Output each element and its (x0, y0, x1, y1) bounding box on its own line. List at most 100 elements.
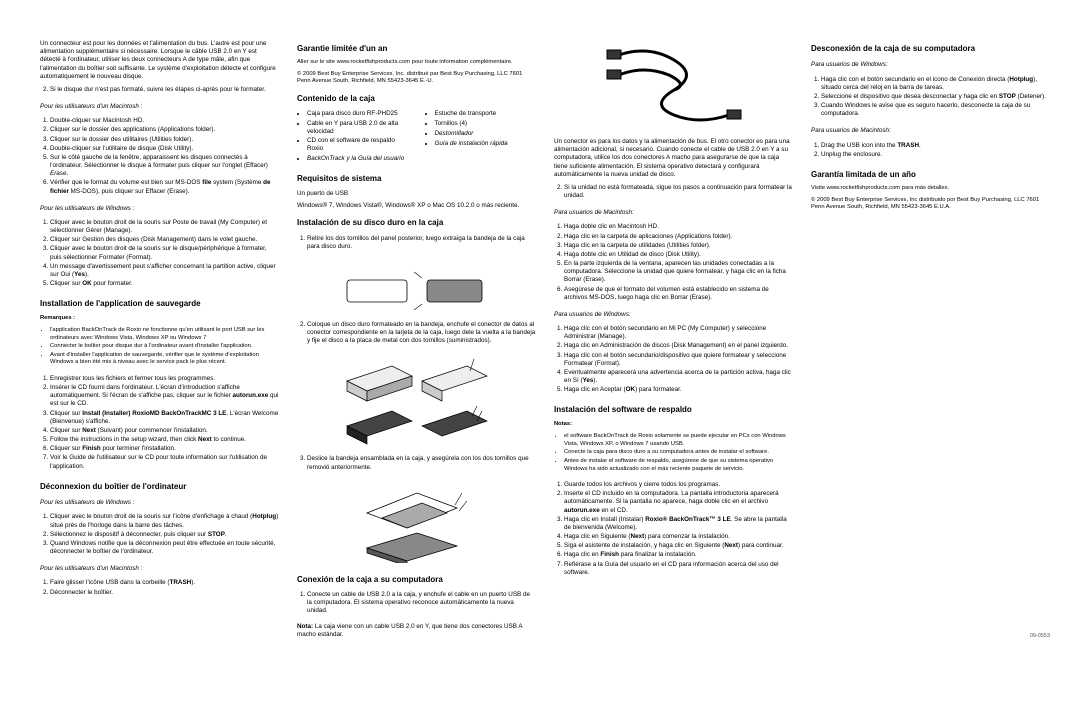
box-contents: Caja para disco duro RF-PHD25 Cable en Y… (297, 109, 536, 166)
step: Coloque un disco duro formateado en la b… (307, 321, 536, 346)
step: Haga clic con el botón secundario/dispos… (564, 352, 793, 368)
step: Haga clic con el botón secundario en Mi … (564, 325, 793, 341)
h-software: Instalación del software de respaldo (554, 405, 793, 415)
step: Haga clic en Finish para finalizar la in… (564, 551, 793, 559)
remarques-header: Remarques : (40, 315, 279, 323)
step: Guarde todos los archivos y cierre todos… (564, 481, 793, 489)
diagram-y-cable (554, 40, 793, 130)
step: Haga clic en Install (Instalar) Roxio® B… (564, 516, 793, 532)
diagram-drive-insert (297, 356, 536, 446)
step: Insérer le CD fourni dans l'ordinateur. … (50, 384, 279, 409)
format-list: Si le disque dur n'est pas formaté, suiv… (40, 86, 279, 95)
intro-para: Un conector es para los datos y la alime… (554, 138, 793, 179)
item: Caja para disco duro RF-PHD25 (307, 110, 409, 118)
step: Haga clic en Administración de discos (D… (564, 342, 793, 350)
step: Eventualmente aparecerá una advertencia … (564, 369, 793, 385)
step: Deslice la bandeja ensamblada en la caja… (307, 455, 536, 471)
mac-heading: Pour les utilisateurs d'un Macintosh : (40, 103, 279, 111)
win-steps: Cliquer avec le bouton droit de la souri… (40, 219, 279, 289)
remarques-list: l'application BackOnTrack de Roxio ne fo… (40, 327, 279, 368)
item: BackOnTrack y la Guía del usuario (307, 155, 409, 163)
step: Retire los dos tornillos del panel poste… (307, 235, 536, 251)
item: Guía de instalación rápida (435, 140, 537, 148)
step: Cliquer avec le bouton droit de la souri… (50, 513, 279, 529)
column-1: Un connecteur est pour les données et l'… (40, 40, 279, 640)
step: Refiérase a la Guía del usuario en el CD… (564, 561, 793, 577)
step: Haga clic en Siguiente (Next) para comen… (564, 533, 793, 541)
mac-heading: Para usuarios de Macintosh: (811, 127, 1050, 135)
notas-list: el software BackOnTrack de Roxio solamen… (554, 433, 793, 474)
contents-left: Caja para disco duro RF-PHD25 Cable en Y… (297, 110, 409, 164)
step: Cliquer sur Install (Installer) RoxioMD … (50, 410, 279, 426)
req-text: Windows® 7, Windows Vista®, Windows® XP … (297, 202, 536, 210)
step: En la parte izquierda de la ventana, apa… (564, 260, 793, 285)
h-requisitos: Requisitos de sistema (297, 174, 536, 184)
win-heading: Pour les utilisateurs de Windows : (40, 205, 279, 213)
step: Cliquer sur Next (Suivant) pour commence… (50, 427, 279, 435)
step: Cliquer avec le bouton droit de la souri… (50, 219, 279, 235)
connection-steps: Conecte un cable de USB 2.0 a la caja, y… (297, 591, 536, 617)
nota: Nota: La caja viene con un cable USB 2.0… (297, 623, 536, 639)
step: Vérifier que le format du volume est bie… (50, 179, 279, 195)
copyright: © 2009 Best Buy Enterprise Services, Inc… (297, 71, 536, 86)
step: Haga clic en Aceptar (OK) para formatear… (564, 386, 793, 394)
step: Enregistrer tous les fichiers et fermer … (50, 375, 279, 383)
h-conexion: Conexión de la caja a su computadora (297, 575, 536, 585)
step: Quand Windows notifie que la déconnexion… (50, 540, 279, 556)
step: Haga clic con el botón secundario en el … (821, 76, 1050, 92)
step: Unplug the enclosure. (821, 151, 1050, 159)
remark: Avant d'installer l'application de sauve… (50, 352, 279, 367)
win-steps: Haga clic con el botón secundario en Mi … (554, 325, 793, 395)
step: Cliquer avec le bouton droit de la souri… (50, 245, 279, 261)
software-steps: Guarde todos los archivos y cierre todos… (554, 481, 793, 578)
h-garantia: Garantía limitada de un año (811, 170, 1050, 180)
step: Voir le Guide de l'utilisateur sur le CD… (50, 454, 279, 470)
mac-steps: Haga doble clic en Macintosh HD. Haga cl… (554, 223, 793, 303)
step: Haga doble clic en Utilidad de disco (Di… (564, 251, 793, 259)
garantie-text: Aller sur le site www.rocketfishproducts… (297, 59, 536, 67)
item: Estuche de transporte (435, 110, 537, 118)
step: Sélectionnez le dispositif à déconnecter… (50, 531, 279, 539)
dec-mac-steps: Faire glisser l'icône USB dans la corbei… (40, 579, 279, 597)
step: Faire glisser l'icône USB dans la corbei… (50, 579, 279, 587)
step: Cliquer sur Finish pour terminer l'insta… (50, 445, 279, 453)
diagram-assembly (297, 483, 536, 563)
remark: Connecter le boîtier pour disque dur à l… (50, 343, 279, 351)
backup-steps: Enregistrer tous les fichiers et fermer … (40, 375, 279, 472)
garantia-text: Visite www.rocketfishproducts.com para m… (811, 185, 1050, 193)
intro-para: Un connecteur est pour les données et l'… (40, 40, 279, 81)
disconnect-win: Haga clic con el botón secundario en el … (811, 76, 1050, 120)
req-text: Un puerto de USB (297, 190, 536, 198)
diagram-enclosure-open (297, 262, 536, 312)
win-heading: Para usuarios de Windows: (811, 61, 1050, 69)
step: Conecte un cable de USB 2.0 a la caja, y… (307, 591, 536, 616)
step: Siga el asistente de instalación, y haga… (564, 542, 793, 550)
column-2: Garantie limitée d'un an Aller sur le si… (297, 40, 536, 640)
step: Un message d'avertissement peut s'affich… (50, 263, 279, 279)
page: Un connecteur est pour les données et l'… (0, 0, 1080, 660)
format-list: Si la unidad no está formateada, sigue l… (554, 184, 793, 201)
step: Haga doble clic en Macintosh HD. (564, 223, 793, 231)
step: Seleccione el dispositivo que desea desc… (821, 93, 1050, 101)
install-steps-3: Deslice la bandeja ensamblada en la caja… (297, 455, 536, 472)
install-steps: Retire los dos tornillos del panel poste… (297, 235, 536, 252)
h-garantie-fr: Garantie limitée d'un an (297, 44, 536, 54)
install-steps-2: Coloque un disco duro formateado en la b… (297, 321, 536, 347)
step: Cliquer sur le dossier des utilitaires (… (50, 136, 279, 144)
h-contenido: Contenido de la caja (297, 94, 536, 104)
step: Cliquer sur le dossier des applications … (50, 126, 279, 134)
step: Cuando Windows le avise que es seguro ha… (821, 102, 1050, 118)
copyright: © 2009 Best Buy Enterprise Services, Inc… (811, 197, 1050, 212)
note: el software BackOnTrack de Roxio solamen… (564, 433, 793, 448)
dec-mac-heading: Pour les utilisateurs d'un Macintosh : (40, 565, 279, 573)
item: Cable en Y para USB 2.0 de alta velocida… (307, 120, 409, 136)
disconnect-mac: Drag the USB icon into the TRASH. Unplug… (811, 142, 1050, 160)
dec-win-heading: Pour les utilisateurs de Windows : (40, 499, 279, 507)
item: Si la unidad no está formateada, sigue l… (564, 184, 793, 200)
step: Double-cliquer sur l'utilitaire de disqu… (50, 145, 279, 153)
item: CD con el software de respaldo Roxio (307, 137, 409, 153)
step: Asegúrese de que el formato del volumen … (564, 286, 793, 302)
item: Destornillador (435, 130, 537, 138)
note: Antes de instalar el software de respald… (564, 458, 793, 473)
contents-right: Estuche de transporte Tornillos (4) Dest… (425, 110, 537, 164)
